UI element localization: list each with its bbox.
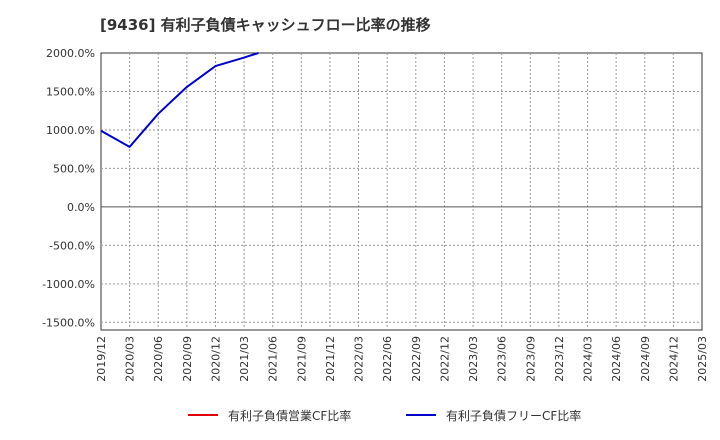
x-tick-label: 2021/12	[324, 336, 337, 382]
x-tick-label: 2022/03	[353, 336, 366, 382]
x-tick-label: 2021/03	[238, 336, 251, 382]
x-tick-label: 2019/12	[95, 336, 108, 382]
x-tick-label: 2021/09	[295, 336, 308, 382]
x-tick-label: 2023/12	[553, 336, 566, 382]
y-tick-label: 1000.0%	[46, 124, 95, 137]
x-tick-label: 2022/06	[381, 336, 394, 382]
x-tick-label: 2023/06	[496, 336, 509, 382]
x-tick-label: 2024/06	[610, 336, 623, 382]
x-tick-label: 2024/12	[667, 336, 680, 382]
x-tick-label: 2020/03	[124, 336, 137, 382]
chart-title: [9436] 有利子負債キャッシュフロー比率の推移	[100, 16, 431, 34]
y-tick-label: 500.0%	[53, 162, 95, 175]
y-tick-label: 1500.0%	[46, 85, 95, 98]
x-tick-label: 2020/06	[152, 336, 165, 382]
series-line	[100, 52, 259, 148]
x-tick-labels: 2019/12 2020/03 2020/06 2020/09 2020/12 2021/…	[95, 336, 709, 382]
y-tick-label: -1500.0%	[42, 316, 95, 329]
x-tick-label: 2022/12	[438, 336, 451, 382]
x-tick-label: 2024/09	[639, 336, 652, 382]
series-lines	[100, 52, 259, 148]
legend-label: 有利子負債営業CF比率	[228, 408, 351, 423]
y-tick-label: 2000.0%	[46, 47, 95, 60]
x-tick-label: 2020/09	[181, 336, 194, 382]
plot-area	[100, 52, 703, 331]
legend-label: 有利子負債フリーCF比率	[446, 408, 581, 423]
y-tick-labels: 2000.0% 1500.0% 1000.0% 500.0% 0.0% -500.0% -1…	[42, 47, 95, 329]
grid-lines	[101, 53, 702, 330]
x-tick-label: 2025/03	[696, 336, 709, 382]
x-tick-label: 2023/09	[524, 336, 537, 382]
x-tick-label: 2022/09	[410, 336, 423, 382]
legend: 有利子負債営業CF比率 有利子負債フリーCF比率	[188, 408, 581, 423]
x-tick-label: 2024/03	[582, 336, 595, 382]
y-tick-label: -1000.0%	[42, 278, 95, 291]
x-tick-label: 2023/03	[467, 336, 480, 382]
y-tick-label: -500.0%	[49, 239, 95, 252]
y-tick-label: 0.0%	[67, 201, 95, 214]
x-tick-label: 2021/06	[267, 336, 280, 382]
x-tick-label: 2020/12	[209, 336, 222, 382]
